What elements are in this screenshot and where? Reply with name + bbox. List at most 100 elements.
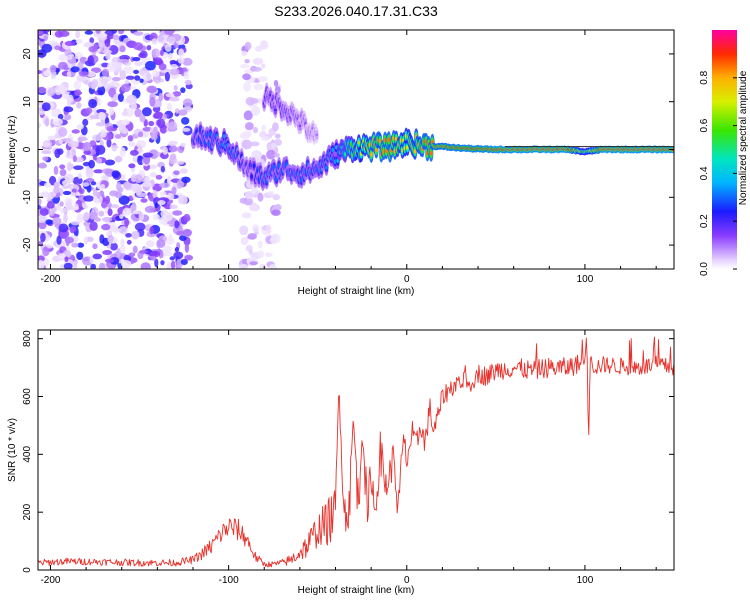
heatmap-cell [66,161,72,172]
heatmap-cell [38,198,42,206]
heatmap-cell [88,46,98,53]
heatmap-cell [178,48,185,58]
heatmap-cell [241,212,252,219]
snr-x-tick-label: -100 [219,575,239,586]
heatmap-cell [107,234,114,244]
heatmap-cell [127,135,134,142]
heatmap-cell [89,37,95,44]
heatmap-cell [89,221,98,232]
heatmap-cell [118,124,126,134]
heatmap-cell [151,69,160,77]
heatmap-cell [114,134,122,139]
heatmap-cell [104,38,111,48]
heatmap-cell [178,235,187,241]
heatmap-cell [105,53,111,60]
heatmap-cell [149,226,155,235]
heatmap-cell [170,63,178,69]
heatmap-cell [173,85,178,91]
heatmap-cell [63,262,73,269]
heatmap-cell [76,124,84,130]
heatmap-cell [181,117,190,125]
heatmap-cell [238,264,248,269]
heatmap-cell [53,185,60,194]
heatmap-cell [64,114,72,121]
heatmap-cell [122,181,132,190]
heatmap-cell [243,110,253,121]
heatmap-cell [111,145,119,150]
heatmap-cell [100,129,107,138]
heatmap-cell [169,59,177,65]
spectrogram-x-label: Height of straight line (km) [298,286,415,297]
heatmap-cell [73,259,78,269]
heatmap-cell [108,107,115,116]
heatmap-cell [83,42,94,48]
heatmap-cell [59,201,64,207]
heatmap-cell [156,35,168,44]
heatmap-cell [157,118,166,129]
heatmap-cell [59,168,67,177]
heatmap-cell [177,194,184,205]
heatmap-cell [159,182,170,188]
heatmap-cell [134,108,142,118]
heatmap-cell [119,45,126,53]
heatmap-cell [83,211,90,221]
heatmap-cell [130,167,136,173]
heatmap-cell [132,57,141,62]
heatmap-cell [125,75,135,80]
heatmap-cell [148,120,155,127]
heatmap-cell [82,118,89,127]
heatmap-cell [66,71,72,78]
spectrogram-y-tick-label: 20 [22,48,33,60]
heatmap-cell [65,236,70,247]
heatmap-cell [90,181,97,186]
heatmap-cell [331,147,335,153]
heatmap-cell [110,228,122,233]
heatmap-cell [101,175,109,182]
heatmap-cell [72,155,77,163]
heatmap-cell [98,262,106,269]
heatmap-cell [241,50,248,57]
heatmap-cell [164,71,170,82]
heatmap-cell [172,210,183,216]
heatmap-cell [182,57,193,66]
heatmap-cell [44,182,52,188]
heatmap-cell [126,94,137,105]
heatmap-cell [102,49,112,55]
heatmap-cell [253,83,264,91]
colorbar-tick-label: 0.0 [699,262,710,276]
heatmap-cell [406,145,409,150]
colorbar-label: Normalized spectral amplitude [738,70,749,205]
colorbar: 0.0 0.2 0.4 0.6 0.8 Normalized spectral ampl… [699,30,749,276]
heatmap-cell [160,165,166,173]
heatmap-cell [77,136,88,142]
spectrogram-heatmap [38,30,674,269]
heatmap-cell [134,222,146,231]
heatmap-cell [249,261,258,266]
heatmap-cell [250,141,260,147]
heatmap-cell [49,64,57,73]
heatmap-cell [140,262,151,269]
spectrogram-y-label: Frequency (Hz) [7,116,18,185]
heatmap-cell [120,174,126,181]
heatmap-cell [64,256,69,263]
heatmap-cell [92,253,103,260]
heatmap-cell [325,165,328,170]
heatmap-cell [107,208,113,217]
heatmap-cell [261,124,266,132]
heatmap-cell [149,255,157,261]
heatmap-cell [169,256,176,261]
heatmap-cell [242,73,251,81]
heatmap-cell [53,165,59,176]
heatmap-cell [152,213,160,221]
heatmap-cell [41,150,52,155]
heatmap-cell [181,176,191,183]
heatmap-cell [58,30,70,37]
heatmap-cell [133,31,144,36]
heatmap-cell [265,224,272,234]
heatmap-cell [71,129,80,134]
heatmap-cell [105,258,115,263]
heatmap-cell [98,210,105,217]
snr-y-tick-label: 200 [22,503,33,520]
heatmap-cell [174,220,180,229]
